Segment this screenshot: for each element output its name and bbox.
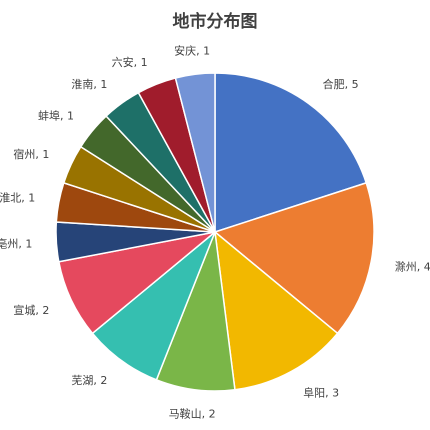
slice-label-13: 安庆, 1 — [174, 43, 210, 57]
slice-label-5: 芜湖, 2 — [71, 373, 107, 387]
slice-label-7: 亳州, 1 — [0, 237, 32, 251]
slice-label-8: 淮北, 1 — [0, 192, 35, 205]
pie-slice-13 — [174, 72, 216, 233]
chart-title: 地市分布图 — [173, 11, 258, 32]
pie-slice-2 — [213, 181, 375, 335]
slice-label-6: 宣城, 2 — [13, 303, 49, 317]
slice-label-9: 宿州, 1 — [13, 147, 49, 161]
pie-slice-1 — [214, 72, 368, 234]
slice-label-11: 淮南, 1 — [71, 78, 107, 91]
slice-label-4: 马鞍山, 2 — [169, 407, 216, 421]
slice-labels: 合肥, 5 滁州, 4 阜阳, 3 马鞍山, 2 芜湖, 2 宣城, 2 亳州, 1 淮北, … — [0, 43, 430, 420]
pie-slice-3 — [214, 230, 339, 391]
pie-slices — [55, 72, 375, 392]
slice-label-12: 六安, 1 — [112, 55, 148, 69]
slice-label-1: 合肥, 5 — [323, 77, 359, 91]
slice-label-10: 蚌埠, 1 — [38, 108, 74, 122]
slice-label-3: 阜阳, 3 — [303, 386, 339, 399]
slice-label-2: 滁州, 4 — [395, 259, 430, 273]
